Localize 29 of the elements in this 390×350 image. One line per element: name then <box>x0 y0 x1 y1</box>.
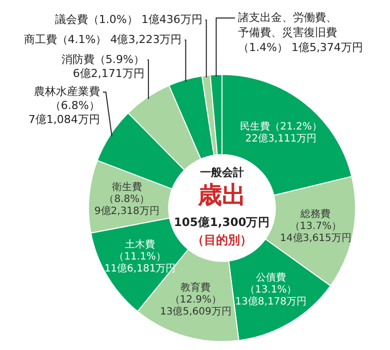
slice-label: 諸支出金、労働費、予備費、災害復旧費 <box>238 10 337 39</box>
text: 13億5,609万円 <box>160 305 232 318</box>
text: 7億1,084万円 <box>28 113 100 126</box>
slice-label: 消防費（5.9%） <box>61 52 144 66</box>
text: （1.4%） 1億5,374万円 <box>238 40 363 54</box>
text: 22億3,111万円 <box>245 132 317 145</box>
text: 一般会計 <box>200 166 244 179</box>
data-label: （13.1%） <box>244 284 297 296</box>
slice-label: 総務費 <box>300 208 331 220</box>
text: 9億2,318万円 <box>94 205 160 218</box>
slice-label: 衛生費 <box>112 181 142 194</box>
category-label: 商工費（4.1%） 4億3,223万円 <box>24 32 182 46</box>
text: 14億3,615万円 <box>280 232 352 244</box>
text: 105億1,300万円 <box>174 214 270 229</box>
slice-label: 土木費 <box>124 238 155 250</box>
data-label: （6.8%） <box>50 99 100 112</box>
category-label: 議会費（1.0%） 1億436万円 <box>54 12 202 26</box>
data-label: （11.1%） <box>114 251 166 262</box>
slice-label: 民生費（21.2%） <box>240 120 322 133</box>
data-label: （12.9%） <box>170 294 222 306</box>
text: （目的別） <box>192 233 252 248</box>
slice-label: 農林水産業費 <box>34 85 100 98</box>
slice-label: 教育費 <box>180 281 211 294</box>
data-label: （13.7%） <box>290 220 342 232</box>
text: 13億8,178万円 <box>235 296 307 308</box>
text: 歳出 <box>197 181 246 210</box>
text: 6億2,171万円 <box>72 66 144 80</box>
data-label: （8.8%） <box>104 194 150 206</box>
slice-label: 公債費 <box>256 272 286 284</box>
